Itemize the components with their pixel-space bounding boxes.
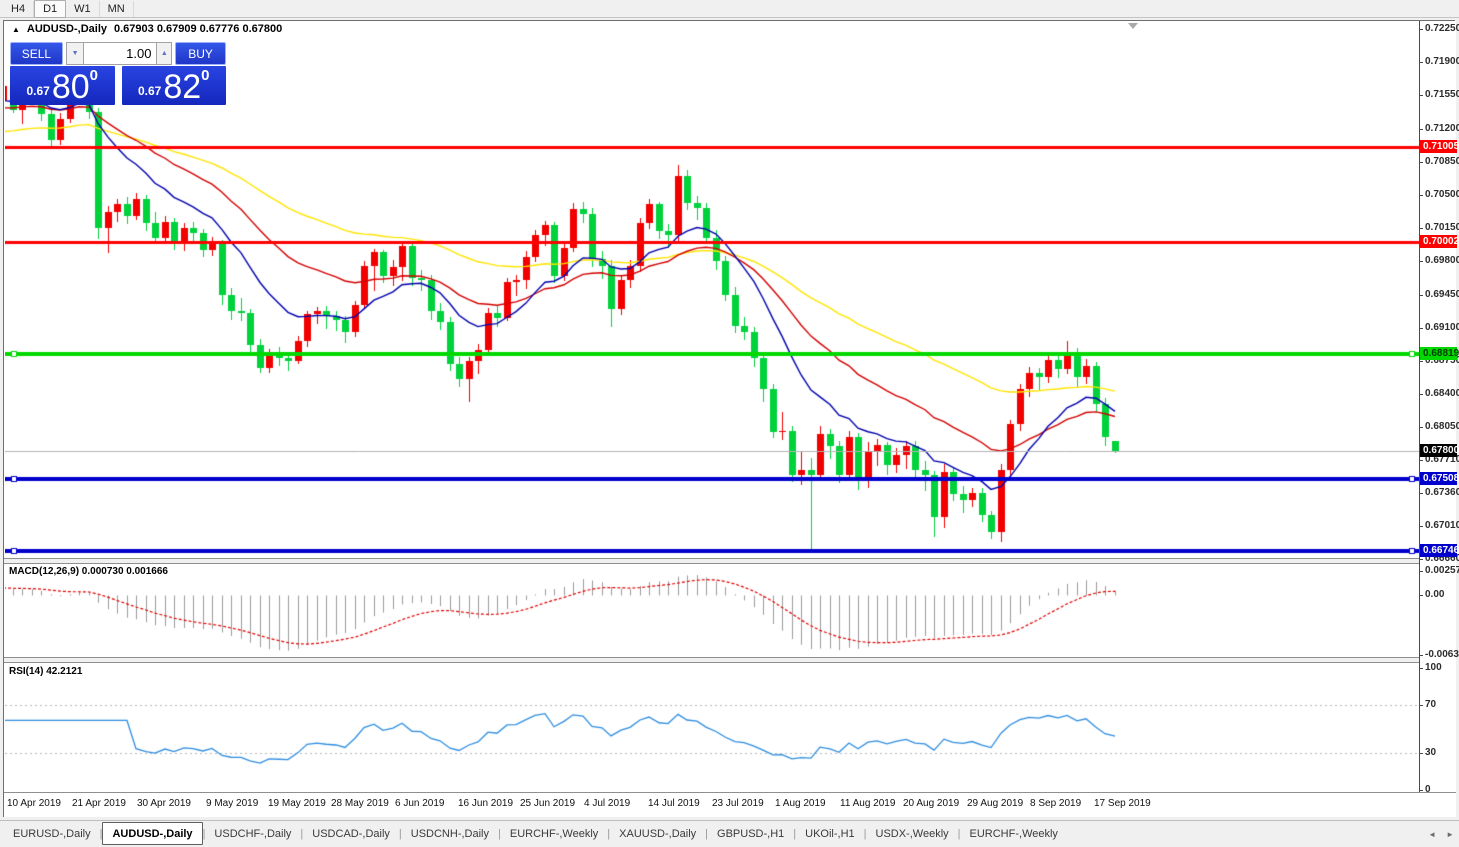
tab-scroll-right-icon[interactable]: ► <box>1446 829 1454 839</box>
buy-price-prefix: 0.67 <box>137 84 162 98</box>
chart-tab-6[interactable]: XAUUSD-,Daily <box>619 827 697 840</box>
chart-tab-10[interactable]: EURCHF-,Weekly <box>969 827 1058 840</box>
chart-tab-2[interactable]: USDCHF-,Daily <box>214 827 292 840</box>
chart-tab-8[interactable]: UKOil-,H1 <box>805 827 855 840</box>
sell-button[interactable]: SELL <box>10 42 63 65</box>
timeframe-button-d1[interactable]: D1 <box>34 0 67 18</box>
chart-tab-0[interactable]: EURUSD-,Daily <box>13 827 91 840</box>
macd-rsi-separator[interactable] <box>4 657 1456 663</box>
chart-tab-7[interactable]: GBPUSD-,H1 <box>717 827 785 840</box>
chart-title: ▲ AUDUSD-,Daily 0.67903 0.67909 0.67776 … <box>12 23 282 35</box>
sell-price-tile[interactable]: 0.67 80 0 <box>10 66 115 105</box>
timeframe-toolbar: H4 D1 W1 MN <box>0 0 1459 18</box>
buy-price-big: 82 <box>163 68 202 106</box>
one-click-trading-panel: SELL ▼ ▲ BUY 0.67 80 0 0.67 82 0 <box>10 42 226 105</box>
date-axis <box>4 792 1456 817</box>
price-macd-separator[interactable] <box>4 558 1456 564</box>
price-chart-canvas[interactable] <box>5 22 1419 558</box>
tab-scroll-left-icon[interactable]: ◄ <box>1428 829 1437 839</box>
timeframe-button-w1[interactable]: W1 <box>66 0 100 17</box>
buy-price-sup: 0 <box>201 67 210 84</box>
sell-price-prefix: 0.67 <box>26 84 50 98</box>
tab-scroll-arrows: ◄ ► <box>1428 821 1454 847</box>
chart-tab-1[interactable]: AUDUSD-,Daily <box>102 822 203 845</box>
volume-decrease-icon[interactable]: ▼ <box>65 42 85 65</box>
sell-price-big: 80 <box>51 68 90 106</box>
collapse-panel-icon[interactable]: ▲ <box>12 24 20 34</box>
volume-increase-icon[interactable]: ▲ <box>156 42 173 65</box>
timeframe-button-h4[interactable]: H4 <box>3 0 35 17</box>
buy-button[interactable]: BUY <box>175 42 226 65</box>
chart-tab-4[interactable]: USDCNH-,Daily <box>410 827 489 840</box>
buy-price-tile[interactable]: 0.67 82 0 <box>121 66 226 106</box>
scroll-position-marker-icon[interactable] <box>1128 23 1138 29</box>
symbol-tabbar: EURUSD-,Daily | AUDUSD-,Daily | USDCHF-,Dail… <box>0 820 1459 846</box>
symbol-name: AUDUSD-,Daily <box>26 23 107 35</box>
rsi-indicator-canvas[interactable] <box>5 662 1419 791</box>
price-axis <box>1419 21 1456 794</box>
ohlc-values: 0.67903 0.67909 0.67776 0.67800 <box>114 23 283 35</box>
chart-tab-5[interactable]: EURCHF-,Weekly <box>509 827 599 840</box>
chart-tab-9[interactable]: USDX-,Weekly <box>875 827 949 840</box>
sell-price-sup: 0 <box>89 67 99 84</box>
volume-input[interactable] <box>84 42 157 65</box>
macd-indicator-canvas[interactable] <box>5 563 1419 657</box>
timeframe-button-mn[interactable]: MN <box>100 0 134 17</box>
chart-tab-3[interactable]: USDCAD-,Daily <box>312 827 390 840</box>
